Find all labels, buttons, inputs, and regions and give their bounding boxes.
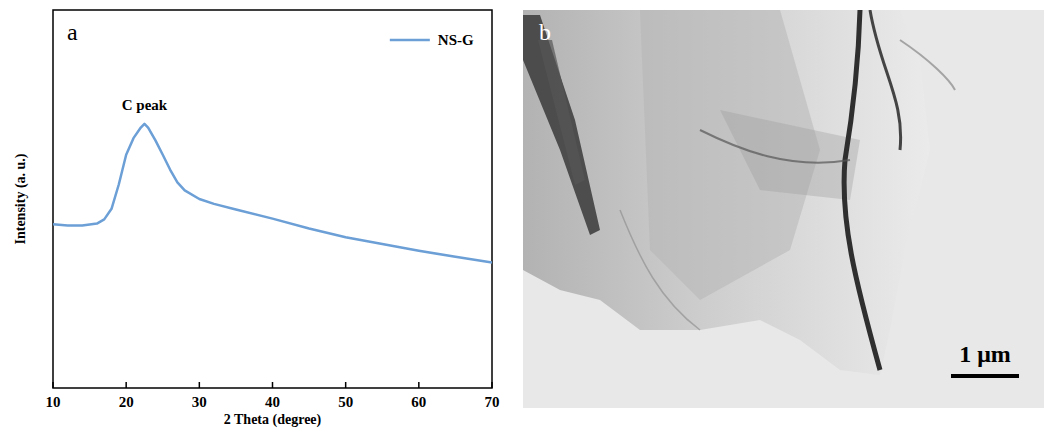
- series-line: [53, 124, 492, 263]
- x-tick: [418, 382, 420, 388]
- scale-bar: [951, 374, 1019, 378]
- graphene-sheet: [523, 10, 930, 375]
- x-tick: [345, 382, 347, 388]
- y-axis-title: Intensity (a. u.): [13, 153, 29, 244]
- image-background: [523, 10, 1044, 408]
- figure: 10 20 30 40 50 60 70 2 Theta (degree) Intensity …: [0, 0, 1056, 432]
- x-tick: [199, 382, 201, 388]
- panel-letter: a: [67, 19, 78, 45]
- wrinkle: [900, 40, 955, 90]
- x-tick: [272, 382, 274, 388]
- x-axis-title: 2 Theta (degree): [224, 412, 322, 428]
- scale-bar-label: 1 μm: [959, 341, 1011, 367]
- x-tick: [52, 382, 54, 388]
- dark-edge: [523, 15, 600, 235]
- x-tick-label: 50: [338, 394, 353, 410]
- wrinkle: [844, 10, 880, 370]
- wrinkle: [870, 10, 901, 150]
- sheet-fold: [720, 110, 860, 200]
- panel-letter: b: [539, 19, 551, 45]
- legend-swatch: [390, 39, 430, 42]
- x-tick: [491, 382, 493, 388]
- x-tick-label: 60: [411, 394, 426, 410]
- dark-edge: [538, 40, 585, 185]
- wrinkle: [700, 130, 850, 163]
- legend-label: NS-G: [438, 32, 474, 48]
- x-tick-label: 20: [119, 394, 134, 410]
- wrinkle: [620, 210, 700, 330]
- plot-frame: [53, 10, 492, 388]
- x-tick-label: 30: [192, 394, 207, 410]
- x-tick: [125, 382, 127, 388]
- tem-image: [523, 10, 1044, 408]
- x-tick-label: 40: [265, 394, 280, 410]
- plot-marks: [53, 124, 492, 263]
- x-tick-label: 70: [485, 394, 500, 410]
- annotation: C peak: [122, 97, 168, 113]
- x-tick-label: 10: [46, 394, 61, 410]
